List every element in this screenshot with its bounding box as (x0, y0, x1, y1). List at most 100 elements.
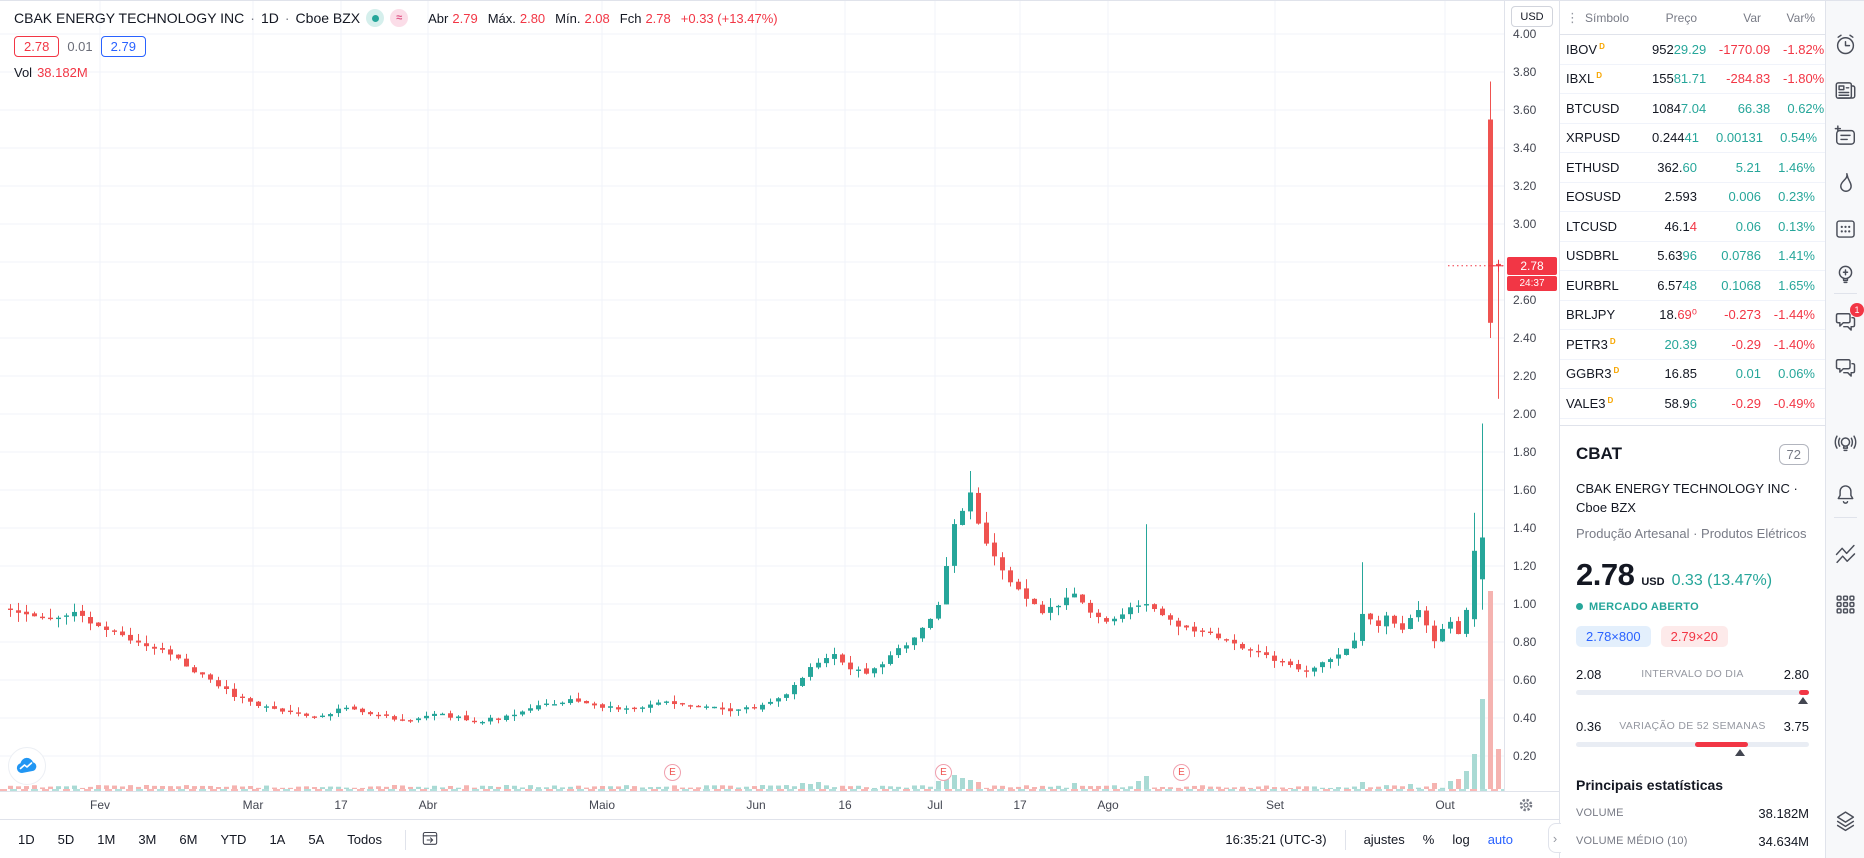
range-button-todos[interactable]: Todos (347, 832, 382, 847)
watchlist-menu-icon[interactable]: ⋮ (1566, 9, 1579, 25)
watchlist-row-ibxl[interactable]: IBXL D 15581.71 -284.83 -1.80% (1560, 65, 1825, 94)
ask-price-button[interactable]: 2.79 (100, 36, 146, 57)
range-button-5d[interactable]: 5D (57, 832, 75, 847)
axis-settings-gear-icon[interactable] (1518, 797, 1534, 818)
watchlist-row-brljpy[interactable]: BRLJPY 18.69⁰ -0.273 -1.44% (1560, 301, 1825, 330)
range-button-1d[interactable]: 1D (18, 832, 35, 847)
column-change-pct[interactable]: Var% (1786, 10, 1815, 25)
watchlist-row-ethusd[interactable]: ETHUSD 362.60 5.21 1.46% (1560, 153, 1825, 183)
news-icon[interactable] (1832, 77, 1859, 104)
price-tick: 1.00 (1513, 597, 1537, 611)
chart-pane: CBAK ENERGY TECHNOLOGY INC · 1D · Cboe B… (0, 1, 1561, 858)
calendar-icon[interactable] (1832, 215, 1859, 242)
chat-icon[interactable] (1832, 353, 1859, 380)
time-tick: Fev (89, 798, 111, 812)
low-label: Mín. (555, 10, 581, 26)
range-button-6m[interactable]: 6M (179, 832, 198, 847)
change-value: +0.33 (+13.47%) (680, 10, 778, 26)
column-change[interactable]: Var (1743, 10, 1761, 25)
adjust-button[interactable]: ajustes (1363, 832, 1405, 847)
bar-countdown-label: 24:37 (1507, 275, 1557, 291)
symbol-title[interactable]: CBAK ENERGY TECHNOLOGY INC (14, 10, 245, 26)
column-price[interactable]: Preço (1665, 10, 1697, 25)
panel-collapse-handle[interactable]: › (1548, 823, 1561, 853)
price-tick: 2.60 (1513, 293, 1537, 307)
bid-size-chip[interactable]: 2.78×800 (1576, 625, 1651, 647)
range-button-3m[interactable]: 3M (138, 832, 157, 847)
range-button-ytd[interactable]: YTD (220, 832, 247, 847)
market-open-dot-icon[interactable] (366, 9, 385, 27)
tradingview-logo[interactable] (8, 747, 46, 785)
range-button-1a[interactable]: 1A (269, 832, 286, 847)
detail-symbol[interactable]: CBAT (1576, 444, 1622, 463)
auto-scale-button[interactable]: auto (1487, 832, 1513, 847)
symbol-change-pct: 1.41% (1778, 248, 1815, 264)
log-scale-button[interactable]: log (1452, 832, 1470, 847)
currency-toggle-button[interactable]: USD (1511, 6, 1553, 27)
price-tick: 1.40 (1513, 521, 1537, 535)
earnings-marker-icon[interactable]: E (935, 764, 952, 781)
watchlist-row-petr3[interactable]: PETR3 D 20.39 -0.29 -1.40% (1560, 330, 1825, 360)
percent-scale-button[interactable]: % (1422, 832, 1435, 847)
symbol-price: 15581.71 (1652, 71, 1707, 87)
hotlists-icon[interactable] (1832, 169, 1859, 196)
notes-icon[interactable] (1832, 123, 1859, 150)
ideas-icon[interactable] (1832, 261, 1859, 288)
watchlist-row-eurbrl[interactable]: EURBRL 6.5748 0.1068 1.65% (1560, 271, 1825, 301)
delayed-data-icon[interactable]: ≈ (390, 9, 409, 27)
watchlist-row-ggbr3[interactable]: GGBR3 D 16.85 0.01 0.06% (1560, 360, 1825, 389)
symbol-name: XRPUSD (1566, 130, 1621, 146)
clock-time[interactable]: 16:35:21 (UTC-3) (1225, 832, 1327, 847)
watchlist-row-usdbrl[interactable]: USDBRL 5.6396 0.0786 1.41% (1560, 242, 1825, 271)
chart-legend: CBAK ENERGY TECHNOLOGY INC · 1D · Cboe B… (14, 9, 784, 80)
day-high: 2.80 (1783, 666, 1809, 682)
watchlist-row-vale3[interactable]: VALE3 D 58.96 -0.29 -0.49% (1560, 389, 1825, 419)
earnings-marker-icon[interactable]: E (1173, 764, 1190, 781)
bid-price-button[interactable]: 2.78 (14, 36, 60, 57)
watchlist-row-xrpusd[interactable]: XRPUSD 0.24441 0.00131 0.54% (1560, 124, 1825, 153)
go-to-date-icon[interactable] (420, 828, 440, 851)
column-symbol[interactable]: Símbolo (1585, 10, 1630, 25)
symbol-price: 5.6396 (1657, 248, 1697, 264)
separator: · (284, 10, 290, 26)
ohlc-values: Abr 2.79 Máx. 2.80 Mín. 2.08 Fch 2.78 +0.33 … (428, 11, 783, 26)
ask-size-chip[interactable]: 2.79×20 (1660, 625, 1728, 647)
symbol-price: 95229.29 (1652, 41, 1707, 57)
technical-score-badge[interactable]: 72 (1778, 443, 1809, 465)
day-range-row: 2.08 INTERVALO DO DIA 2.80 (1576, 667, 1809, 682)
market-status: MERCADO ABERTO (1576, 601, 1809, 613)
watchlist-row-btcusd[interactable]: BTCUSD 10847.04 66.38 0.62% (1560, 94, 1825, 124)
stat-row: VOLUME 38.182M (1576, 806, 1809, 821)
interval-label[interactable]: 1D (260, 10, 279, 26)
watchlist-row-eosusd[interactable]: EOSUSD 2.593 0.006 0.23% (1560, 183, 1825, 212)
symbol-name: LTCUSD (1566, 218, 1618, 234)
price-axis[interactable]: USD 0.20 0.40 0.60 0.80 1.00 1.20 1.40 1.60 1.80… (1504, 1, 1559, 791)
private-chat-icon[interactable]: 1 (1832, 303, 1864, 334)
last-price-label: 2.78 (1507, 256, 1557, 275)
price-tick: 0.40 (1513, 711, 1537, 725)
range-button-5a[interactable]: 5A (308, 832, 325, 847)
price-tick: 1.60 (1513, 483, 1537, 497)
week52-high: 3.75 (1783, 718, 1809, 734)
dom-icon[interactable] (1832, 591, 1859, 618)
earnings-marker-icon[interactable]: E (664, 764, 681, 781)
high-value: 2.80 (519, 10, 546, 26)
volume-label[interactable]: Vol (14, 65, 33, 80)
candles-layer (8, 81, 1501, 725)
time-axis[interactable]: Fev Mar 17 Abr Maio Jun 16 Jul 17 Ago Set Out (0, 791, 1559, 819)
symbol-change: -1770.09 (1718, 41, 1771, 57)
time-tick: Ago (1097, 798, 1119, 812)
watchlist-row-ibov[interactable]: IBOV D 95229.29 -1770.09 -1.82% (1560, 35, 1825, 65)
alerts-icon[interactable] (1832, 31, 1859, 58)
streams-icon[interactable] (1832, 429, 1859, 456)
watchlist-row-ltcusd[interactable]: LTCUSD 46.14 0.06 0.13% (1560, 212, 1825, 242)
object-tree-icon[interactable] (1832, 807, 1859, 834)
range-button-1m[interactable]: 1M (97, 832, 116, 847)
price-tick: 3.60 (1513, 103, 1537, 117)
exchange-label[interactable]: Cboe BZX (295, 10, 361, 26)
price-chart-canvas[interactable] (0, 1, 1504, 791)
price-tick: 2.40 (1513, 331, 1537, 345)
trading-panel-icon[interactable] (1832, 541, 1859, 568)
symbol-detail-section: CBAT 72 CBAK ENERGY TECHNOLOGY INC · Cbo… (1560, 443, 1825, 858)
notifications-icon[interactable] (1832, 481, 1859, 508)
